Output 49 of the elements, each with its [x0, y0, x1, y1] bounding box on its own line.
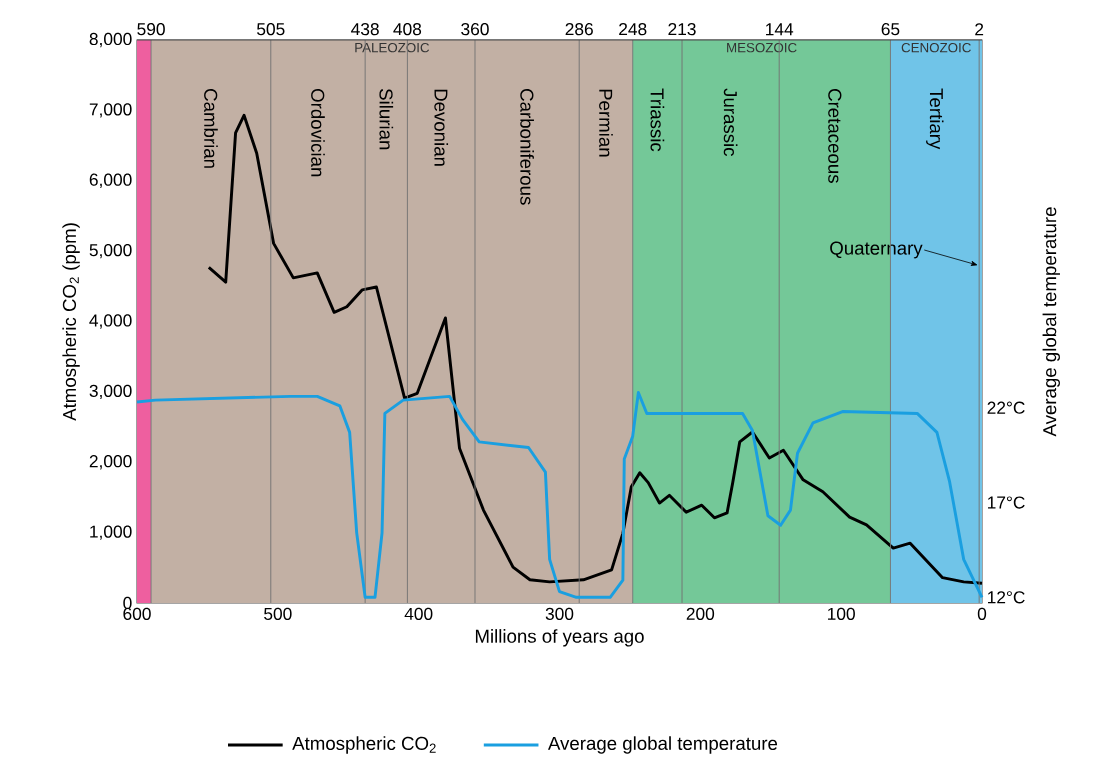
x2-tick-label: 408 — [393, 23, 422, 36]
band-label: MESOZOIC — [727, 42, 797, 53]
annotation: Cretaceous — [828, 89, 842, 183]
y-tick-label: 6,000 — [89, 173, 132, 188]
x2-tick-label: 286 — [565, 23, 593, 36]
annotation: Carboniferous — [520, 89, 534, 205]
line-series — [135, 391, 984, 599]
x2-tick-label: 213 — [668, 23, 696, 36]
y-tick-label: 8,000 — [89, 32, 132, 48]
legend-label: Average global temperature — [547, 736, 778, 754]
x2-tick-label: 2 — [975, 23, 984, 36]
legend-label: Atmospheric CO$_{2}$ — [292, 736, 436, 754]
y2-axis-title: Average global temperature — [1042, 207, 1060, 437]
annotation: Devonian — [434, 89, 449, 166]
annotation: Cambrian — [204, 89, 218, 168]
y-tick-label: 4,000 — [89, 314, 132, 329]
annotation: Silurian — [379, 88, 394, 150]
y-tick-label: 5,000 — [89, 243, 132, 259]
x2-tick-label: 590 — [137, 23, 165, 36]
annotation: Quaternary — [830, 241, 923, 259]
x2-tick-label: 360 — [461, 23, 489, 36]
x-tick-label: 0 — [977, 607, 987, 620]
band-label: CENOZOIC — [901, 42, 971, 53]
annotation: Jurassic — [723, 88, 738, 157]
x-tick-label: 300 — [545, 607, 574, 620]
x2-tick-label: 248 — [619, 23, 647, 36]
x-tick-label: 200 — [686, 607, 715, 620]
x-tick-label: 100 — [828, 607, 855, 620]
y-axis-title: Atmospheric CO$_{2}$ (ppm) — [62, 223, 80, 421]
annotation: Tertiary — [926, 88, 944, 150]
annotation: Ordovician — [311, 89, 325, 177]
annotation: Triassic — [650, 88, 665, 152]
band-label: PALEOZOIC — [355, 42, 430, 53]
y-tick-label: 7,000 — [89, 103, 132, 118]
x2-tick-label: 144 — [766, 23, 794, 36]
x2-tick-label: 438 — [351, 23, 379, 36]
x2-tick-label: 505 — [257, 23, 285, 36]
x-tick-label: 600 — [123, 607, 151, 620]
annotation: Permian — [599, 89, 613, 157]
y2-tick-label: 17°C — [988, 496, 1025, 509]
x-tick-label: 500 — [264, 607, 292, 620]
y2-tick-label: 12°C — [988, 591, 1025, 604]
y-tick-label: 3,000 — [89, 384, 132, 400]
x-axis-title: Millions of years ago — [475, 629, 644, 647]
y-tick-label: 2,000 — [89, 455, 132, 470]
x2-tick-label: 65 — [881, 23, 900, 36]
y2-tick-label: 22°C — [987, 401, 1025, 414]
y-tick-label: 1,000 — [90, 525, 132, 540]
x-tick-label: 400 — [404, 607, 433, 620]
